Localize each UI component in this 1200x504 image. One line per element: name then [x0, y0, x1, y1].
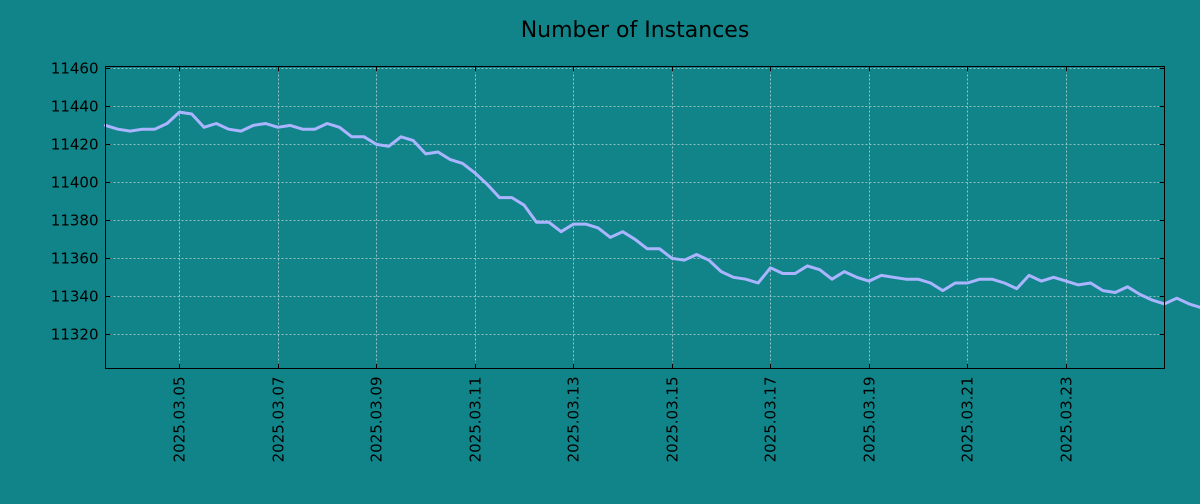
- x-tick-label: 2025.03.13: [565, 377, 583, 463]
- y-tick-label: 11340: [51, 288, 99, 306]
- x-tick-label: 2025.03.07: [270, 377, 288, 463]
- y-tick-label: 11460: [51, 60, 99, 78]
- x-tick-label: 2025.03.11: [467, 377, 485, 463]
- y-tick-label: 11400: [51, 174, 99, 192]
- chart-title: Number of Instances: [521, 18, 750, 43]
- y-tick-label: 11320: [51, 326, 99, 344]
- x-tick-label: 2025.03.23: [1058, 377, 1076, 463]
- x-tick-label: 2025.03.21: [959, 377, 977, 463]
- x-tick-label: 2025.03.19: [861, 377, 879, 463]
- x-tick-label: 2025.03.17: [762, 377, 780, 463]
- x-tick-label: 2025.03.05: [171, 377, 189, 463]
- y-tick-label: 11360: [51, 250, 99, 268]
- x-tick-label: 2025.03.09: [368, 377, 386, 463]
- y-tick-label: 11420: [51, 136, 99, 154]
- y-tick-label: 11380: [51, 212, 99, 230]
- x-tick-label: 2025.03.15: [664, 377, 682, 463]
- y-tick-label: 11440: [51, 98, 99, 116]
